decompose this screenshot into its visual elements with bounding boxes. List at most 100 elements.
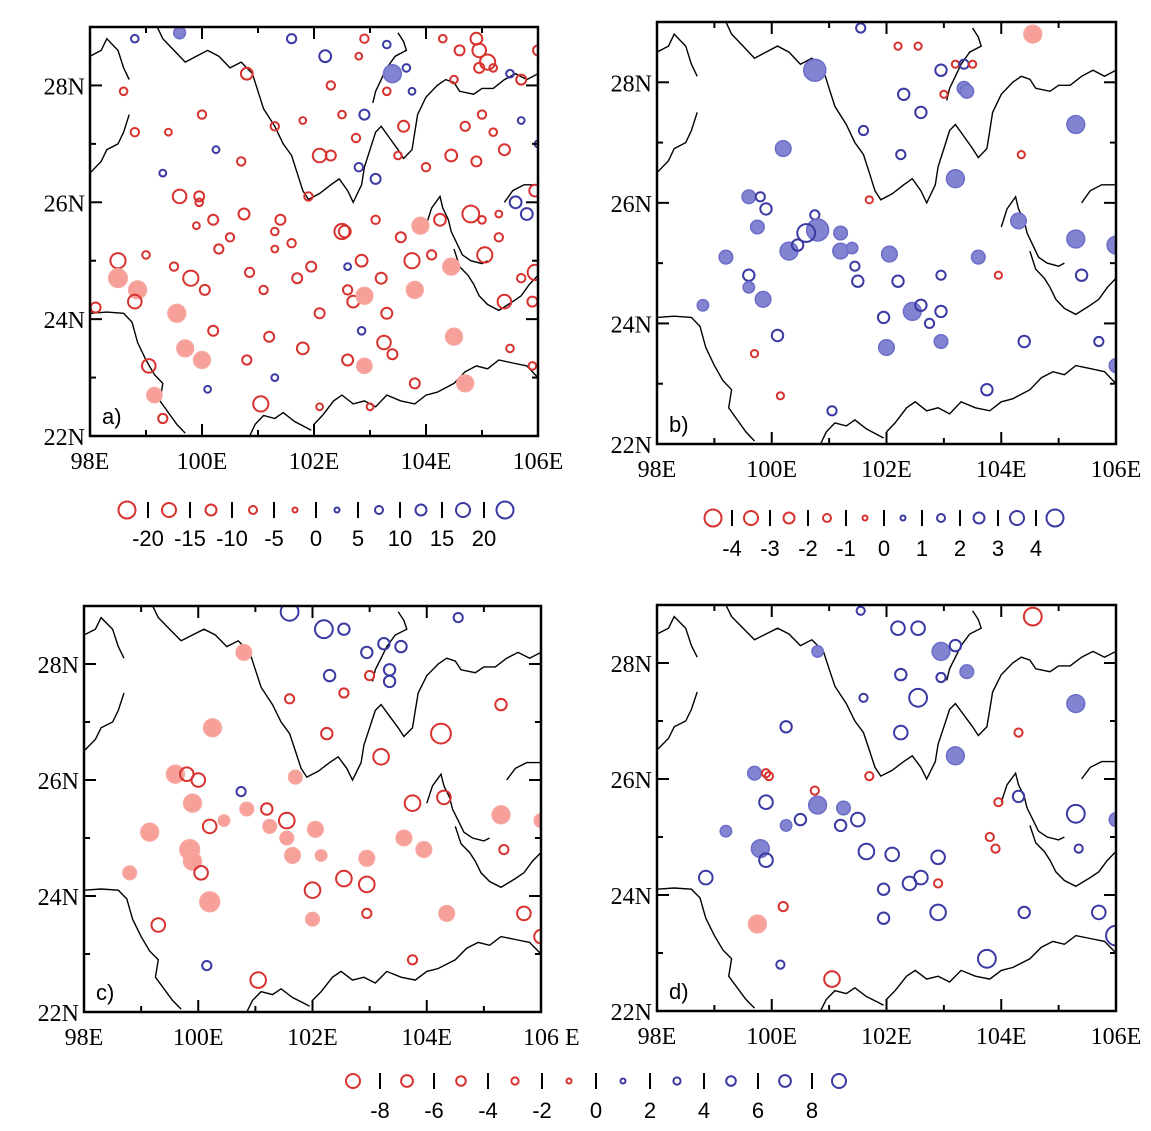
station-marker-significant (754, 290, 772, 308)
legend-swatch (374, 505, 384, 515)
station-marker (876, 310, 891, 325)
station-marker (353, 162, 364, 173)
station-marker (1013, 727, 1024, 738)
legend-swatch (743, 510, 759, 526)
station-marker (278, 811, 296, 830)
panel-label: a) (102, 404, 122, 429)
border-line (1029, 825, 1116, 888)
station-marker-significant (382, 64, 403, 84)
lat-label: 26N (44, 191, 85, 217)
border-line (886, 934, 1116, 1000)
legend-swatch (936, 513, 946, 523)
station-marker (775, 391, 786, 401)
station-marker (303, 191, 314, 202)
station-marker (426, 249, 438, 261)
station-marker (897, 87, 911, 102)
station-marker (171, 188, 188, 205)
station-marker (505, 343, 515, 354)
station-marker (855, 605, 866, 616)
station-marker (526, 263, 538, 281)
station-marker-significant (835, 800, 852, 816)
station-marker (394, 639, 408, 654)
station-marker (452, 612, 464, 624)
station-marker (157, 412, 169, 425)
station-marker (193, 865, 209, 881)
station-marker (241, 354, 253, 366)
station-marker (934, 63, 948, 77)
station-marker (198, 283, 211, 296)
lon-label: 104E (401, 449, 452, 475)
station-marker (207, 324, 220, 337)
station-marker (459, 120, 471, 132)
station-marker (505, 68, 515, 79)
station-marker (779, 720, 793, 734)
panel-label: c) (96, 980, 114, 1005)
station-marker (876, 882, 891, 896)
border-line (313, 359, 538, 425)
lon-label: 102E (861, 457, 912, 483)
station-marker-significant (395, 829, 413, 847)
legend-swatch (345, 1073, 361, 1089)
legend-swatch (831, 1073, 847, 1089)
station-marker (164, 127, 173, 137)
station-marker (141, 250, 151, 260)
station-marker (763, 771, 775, 782)
station-marker-significant (832, 242, 850, 260)
lat-label: 28N (44, 74, 85, 100)
station-marker (516, 116, 526, 125)
station-marker (494, 209, 504, 219)
station-marker (350, 132, 362, 144)
station-marker (933, 878, 944, 889)
station-marker-significant (747, 914, 768, 934)
legend-swatch (861, 514, 869, 522)
station-marker (369, 172, 382, 185)
station-marker (508, 195, 523, 210)
lat-label: 24N (44, 308, 85, 334)
legend-swatch (333, 506, 341, 514)
station-marker (1022, 606, 1043, 627)
panel-label: b) (669, 412, 689, 437)
station-marker (935, 269, 947, 281)
station-marker (1093, 335, 1105, 348)
border-line (1029, 250, 1116, 316)
legend-label: 2 (954, 536, 966, 561)
lon-label: 98E (71, 449, 110, 475)
station-marker (894, 667, 908, 682)
station-marker (758, 794, 774, 811)
station-marker (370, 214, 381, 226)
station-marker (479, 53, 497, 71)
station-marker (324, 149, 337, 162)
station-marker (408, 377, 421, 390)
panel-c-content (84, 606, 541, 1012)
station-marker-significant (235, 643, 253, 661)
lon-label: 106 (523, 1025, 559, 1051)
station-marker (382, 39, 392, 50)
station-marker (913, 41, 923, 51)
station-marker (386, 348, 399, 361)
station-marker (403, 794, 422, 813)
station-marker (320, 726, 334, 741)
station-marker-significant (877, 338, 896, 357)
station-marker-significant (456, 374, 475, 393)
legend-label: 0 (590, 1098, 602, 1123)
station-marker (235, 786, 247, 798)
border-line (248, 411, 312, 436)
station-marker (1074, 268, 1089, 282)
station-marker-significant (1066, 693, 1086, 714)
border-line (819, 419, 884, 444)
station-marker-significant (1023, 24, 1043, 44)
station-marker-significant (140, 822, 160, 842)
legend-label: 4 (1030, 536, 1042, 561)
station-marker (356, 326, 367, 336)
map-frame (88, 25, 540, 438)
legend-swatch (161, 502, 177, 518)
border-line (503, 184, 538, 203)
border-line (657, 315, 756, 442)
lat-label: 24N (611, 884, 652, 910)
legend-label: 20 (472, 526, 496, 551)
legend-swatch (725, 1075, 737, 1087)
station-marker-significant (355, 286, 374, 305)
legend-label: 5 (352, 526, 364, 551)
lon-label: 98E (638, 457, 677, 483)
station-marker (977, 948, 997, 969)
